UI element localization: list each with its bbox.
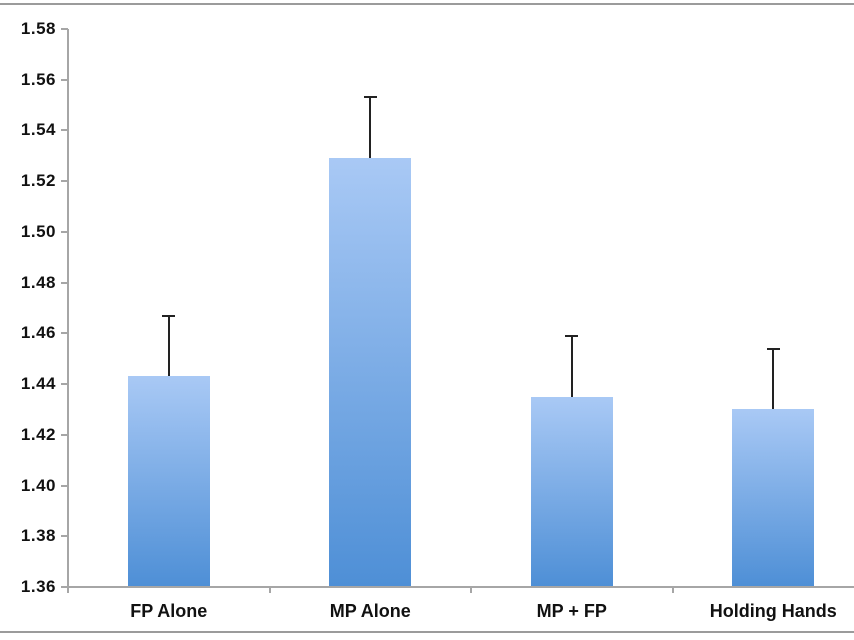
error-bar-whisker	[570, 335, 573, 397]
y-tick-label: 1.38	[20, 526, 56, 546]
y-tick-mark	[61, 129, 68, 132]
error-bar-cap	[766, 347, 780, 350]
x-tick-mark	[470, 586, 472, 593]
error-bar-cap	[565, 334, 579, 337]
x-axis-line	[62, 586, 854, 588]
y-tick-mark	[61, 230, 68, 233]
y-tick-label: 1.36	[20, 577, 56, 596]
y-tick-mark	[61, 433, 68, 436]
y-tick-label: 1.54	[20, 120, 56, 140]
y-tick-label: 1.58	[20, 19, 56, 38]
y-tick-label: 1.52	[20, 171, 56, 191]
error-bar-cap	[162, 314, 176, 317]
x-tick-mark	[67, 586, 69, 593]
data-bar	[530, 396, 613, 586]
x-category-label: MP Alone	[329, 601, 411, 621]
y-tick-mark	[61, 535, 68, 538]
bottom-border-line	[0, 631, 854, 633]
y-tick-mark	[61, 586, 68, 588]
data-bar	[127, 376, 210, 586]
y-tick-label: 1.46	[20, 323, 56, 343]
data-bar	[732, 409, 815, 586]
y-axis-line	[67, 29, 69, 588]
x-category-label: FP Alone	[130, 601, 208, 621]
x-tick-mark	[268, 586, 271, 593]
y-tick-mark	[61, 180, 68, 183]
y-tick-mark	[61, 383, 68, 386]
x-category-label: Holding Hands	[709, 601, 837, 621]
error-bar-whisker	[369, 97, 372, 159]
y-tick-label: 1.56	[20, 69, 56, 89]
y-tick-label: 1.40	[20, 475, 56, 495]
y-tick-label: 1.44	[20, 374, 56, 394]
y-tick-mark	[61, 332, 68, 335]
x-category-label: MP + FP	[536, 601, 607, 621]
y-tick-mark	[61, 78, 68, 81]
y-tick-mark	[61, 281, 68, 284]
y-tick-label: 1.50	[20, 221, 56, 241]
data-bar	[329, 158, 412, 586]
top-border-line	[0, 3, 854, 5]
error-bar-whisker	[167, 315, 170, 377]
y-tick-mark	[61, 28, 68, 30]
y-tick-mark	[61, 484, 68, 487]
y-tick-label: 1.42	[20, 424, 56, 444]
error-bar-whisker	[772, 348, 775, 410]
y-tick-label: 1.48	[20, 272, 56, 292]
x-tick-mark	[671, 586, 674, 593]
error-bar-cap	[363, 96, 377, 99]
